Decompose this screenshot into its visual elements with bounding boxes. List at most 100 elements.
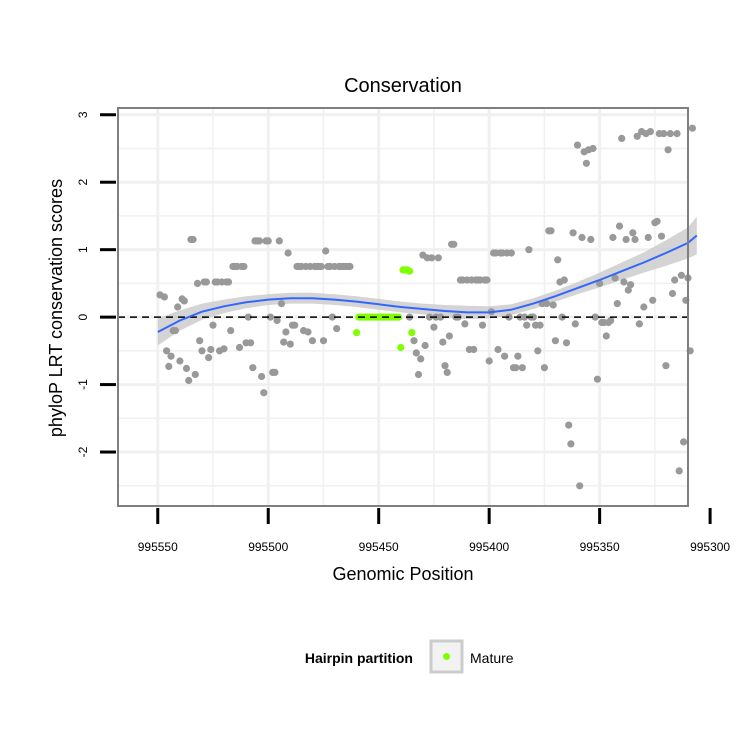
data-point <box>666 130 674 138</box>
data-point <box>673 130 681 138</box>
data-point <box>445 332 453 340</box>
data-point <box>536 321 544 329</box>
data-point <box>430 323 438 331</box>
data-point <box>280 338 288 346</box>
data-point <box>613 300 621 308</box>
data-point <box>587 235 595 244</box>
data-point <box>657 232 666 240</box>
data-point <box>163 347 171 355</box>
data-point <box>649 296 657 304</box>
data-point <box>450 240 458 248</box>
data-point <box>275 237 283 245</box>
chart-title: Conservation <box>344 75 462 97</box>
data-point <box>640 303 648 311</box>
data-point <box>523 321 531 329</box>
data-point <box>494 345 502 354</box>
data-point <box>286 340 294 348</box>
data-point <box>662 362 670 370</box>
data-point <box>191 370 199 379</box>
legend-title: Hairpin partition <box>305 650 413 666</box>
data-point-mature <box>397 343 405 352</box>
data-point <box>180 297 188 305</box>
data-point <box>412 349 420 357</box>
data-point <box>483 276 491 284</box>
data-point <box>264 237 272 245</box>
data-point <box>207 345 215 354</box>
data-point <box>304 328 312 336</box>
legend-label-mature: Mature <box>470 650 514 666</box>
data-point <box>328 313 336 321</box>
data-point <box>414 370 423 379</box>
data-point <box>547 227 555 235</box>
smooth-line <box>157 234 698 333</box>
data-point <box>543 300 551 308</box>
data-point <box>235 343 244 352</box>
data-point <box>680 438 688 446</box>
legend: Hairpin partition Mature <box>305 639 514 674</box>
data-point <box>677 271 686 279</box>
data-point <box>560 276 568 284</box>
data-point <box>425 313 434 321</box>
data-point <box>664 146 672 154</box>
data-point <box>660 130 668 138</box>
data-point <box>202 278 210 286</box>
data-point <box>529 313 537 321</box>
data-point <box>255 237 263 245</box>
data-point <box>609 233 617 242</box>
data-point <box>627 281 635 289</box>
y-tick-label: -1 <box>76 379 90 390</box>
data-point <box>629 229 637 237</box>
data-point <box>273 316 281 325</box>
data-point <box>646 128 655 136</box>
data-point <box>525 246 533 254</box>
data-point <box>569 229 577 237</box>
data-point <box>576 482 584 490</box>
data-point <box>282 328 290 336</box>
data-point <box>224 278 233 286</box>
data-point <box>591 313 599 321</box>
data-point <box>578 233 586 242</box>
data-point <box>635 320 644 328</box>
data-point <box>346 262 354 271</box>
data-point <box>562 339 571 347</box>
data-point <box>258 372 266 381</box>
data-point <box>220 345 228 353</box>
data-point <box>439 338 447 346</box>
data-point <box>607 316 615 325</box>
data-point <box>540 364 549 372</box>
data-point <box>317 262 325 271</box>
data-point <box>240 262 248 271</box>
data-point <box>247 339 255 347</box>
data-point <box>520 313 529 321</box>
data-point <box>507 249 515 257</box>
data-point <box>410 337 418 345</box>
data-point <box>589 144 597 153</box>
data-point <box>518 364 526 372</box>
plot-panel <box>117 107 698 507</box>
data-point <box>171 327 179 335</box>
data-point <box>277 300 286 308</box>
data-point-mature <box>353 329 361 337</box>
data-point <box>434 254 442 262</box>
data-point <box>227 327 235 335</box>
data-point <box>554 256 562 264</box>
data-point <box>333 325 341 333</box>
data-point <box>624 286 632 294</box>
data-point <box>618 134 626 142</box>
data-point <box>653 217 661 225</box>
data-point <box>209 321 217 329</box>
data-point <box>174 303 182 311</box>
data-point <box>441 362 449 370</box>
data-point <box>671 276 679 284</box>
data-point <box>567 440 575 448</box>
data-point <box>260 389 268 397</box>
x-axis-label: Genomic Position <box>332 564 473 584</box>
data-point <box>611 274 619 282</box>
data-point <box>165 362 173 370</box>
x-tick-label: 995450 <box>359 540 399 554</box>
y-tick-label: -2 <box>76 446 90 457</box>
data-point <box>582 159 591 167</box>
data-point <box>196 337 204 345</box>
data-point-mature <box>408 329 416 337</box>
